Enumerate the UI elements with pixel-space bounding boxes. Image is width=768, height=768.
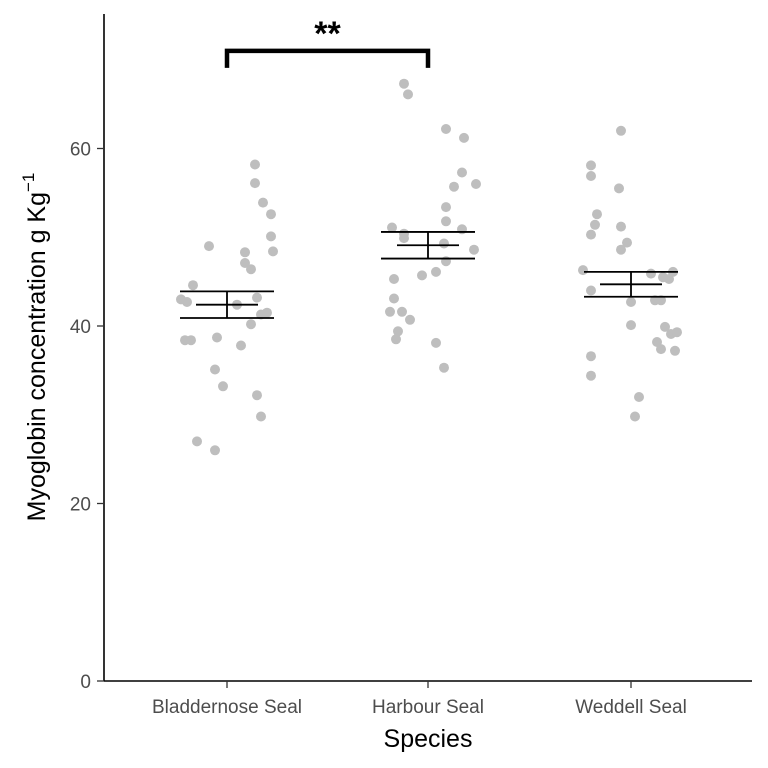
data-point [626,297,636,307]
data-point [250,178,260,189]
data-point [441,124,451,134]
points-layer [176,78,682,456]
data-point [192,436,202,447]
y-tick-label: 0 [80,672,91,693]
bracket-line [224,48,431,68]
x-axis-title: Species [384,725,473,753]
data-point [592,209,602,220]
data-point [389,274,399,284]
data-point [246,319,256,330]
data-point [399,233,409,244]
data-point [616,244,626,255]
data-point [268,246,278,257]
data-point [403,89,413,100]
data-point [250,159,260,170]
data-point [240,247,250,258]
data-point [387,222,397,233]
data-point [441,202,451,213]
data-point [459,132,469,143]
x-tick-label: Harbour Seal [372,697,484,718]
data-point [586,160,596,171]
data-point [590,219,600,230]
data-point [441,216,451,227]
data-point [586,229,596,240]
data-point [256,411,266,422]
data-point [246,264,256,275]
data-point [431,266,441,277]
data-point [188,280,198,291]
data-point [616,125,626,136]
data-point [417,270,427,281]
data-point [672,327,682,338]
annotation-layer: ** [224,15,431,68]
data-point [252,292,262,303]
y-tick-label: 20 [70,495,91,516]
data-point [660,321,670,332]
significance-label: ** [314,15,341,53]
data-point [630,411,640,422]
axes: 0 20 40 60 Bladdernose Seal Harbour Seal Wedd… [70,14,752,718]
data-point [439,362,449,373]
data-point [578,265,588,276]
data-point [262,307,272,318]
data-point [180,335,190,346]
data-point [616,221,626,232]
x-tick-label: Weddell Seal [575,697,687,718]
summary-errorbar [381,231,475,260]
data-point [385,306,395,317]
data-point [399,78,409,89]
y-axis-title-text: Myoglobin concentration g Kg [23,192,51,521]
data-point [389,293,399,304]
data-point [586,351,596,362]
data-point [397,306,407,317]
data-point [236,340,246,351]
data-point [210,364,220,375]
data-point [656,295,666,306]
data-point [212,332,222,343]
data-point [586,171,596,181]
significance-bracket: ** [224,15,431,68]
data-point [586,285,596,296]
data-point [182,297,192,307]
data-point [622,237,632,248]
data-point [204,241,214,252]
data-point [405,314,415,325]
data-point [626,320,636,331]
data-point [266,209,276,220]
data-point [240,258,250,268]
y-axis-title-superscript: −1 [19,173,38,192]
data-point [391,334,401,345]
data-point [457,167,467,178]
data-point [634,392,644,402]
data-point [449,181,459,192]
y-tick-label: 40 [70,317,91,338]
data-point [614,183,624,194]
data-point [393,326,403,337]
plot-area: ** [176,15,682,456]
data-point [266,231,276,242]
x-ticks: Bladdernose Seal Harbour Seal Weddell Seal [152,681,687,718]
data-point [656,344,666,355]
x-tick-label: Bladdernose Seal [152,697,302,718]
data-point [439,238,449,249]
data-point [586,370,596,381]
summary-errorbar [584,270,678,298]
summary-layer [180,231,678,319]
summary-errorbar [180,290,274,319]
y-axis-title: Myoglobin concentration g Kg−1 [19,173,51,522]
data-point [471,179,481,189]
data-point [670,345,680,356]
data-point [210,445,220,456]
data-point [431,337,441,348]
y-ticks: 0 20 40 60 [70,140,104,693]
data-point [252,390,262,401]
y-tick-label: 60 [70,140,91,161]
data-point [646,268,656,279]
data-point [469,244,479,255]
data-point [258,197,268,208]
data-point [218,381,228,392]
